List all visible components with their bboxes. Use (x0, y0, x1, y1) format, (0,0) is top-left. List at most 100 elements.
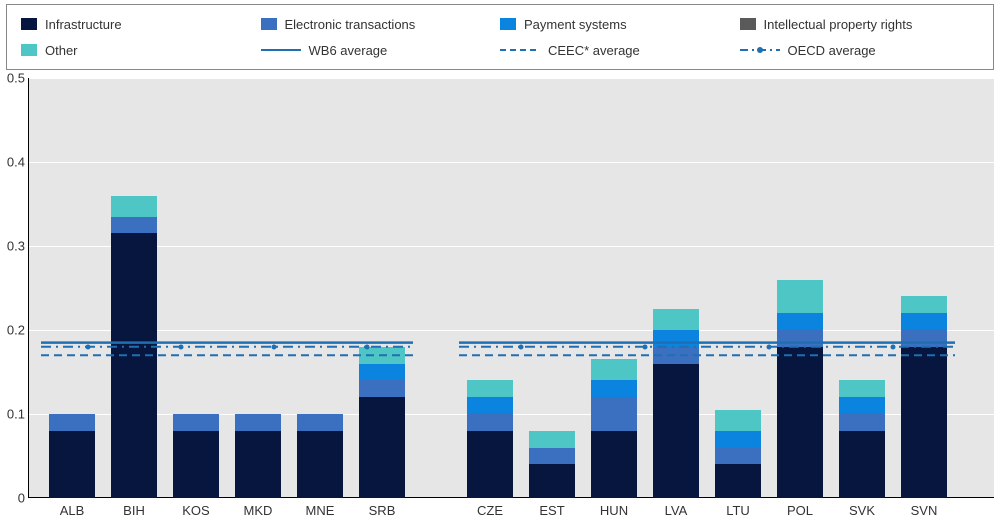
legend-item-infrastructure: Infrastructure (21, 17, 261, 32)
legend-label: Intellectual property rights (764, 17, 913, 32)
ceec_avg-line-sample (500, 44, 540, 56)
bar-segment-payment_systems (467, 397, 513, 414)
bar-segment-infrastructure (715, 464, 761, 498)
bar-segment-infrastructure (839, 431, 885, 498)
legend-label: Payment systems (524, 17, 627, 32)
bar-segment-electronic_transactions (591, 397, 637, 431)
oecd-avg-dot (519, 344, 524, 349)
legend-item-ceec_avg: CEEC* average (500, 43, 740, 58)
legend-item-electronic_transactions: Electronic transactions (261, 17, 501, 32)
payment_systems-swatch (500, 18, 516, 30)
bar-segment-electronic_transactions (173, 414, 219, 431)
bar-segment-infrastructure (653, 364, 699, 498)
gridline (29, 78, 994, 79)
bar-segment-electronic_transactions (715, 448, 761, 465)
x-tick-label: CZE (477, 503, 503, 518)
bar-segment-infrastructure (359, 397, 405, 498)
bar-segment-infrastructure (901, 347, 947, 498)
bar-segment-infrastructure (529, 464, 575, 498)
bar-segment-payment_systems (653, 330, 699, 347)
bar-segment-infrastructure (49, 431, 95, 498)
oecd-avg-dot (643, 344, 648, 349)
legend: Infrastructure Electronic transactions Pay… (6, 4, 994, 70)
bar-segment-electronic_transactions (839, 414, 885, 431)
bar-segment-electronic_transactions (359, 380, 405, 397)
bar-segment-infrastructure (777, 347, 823, 498)
x-tick-label: SVN (911, 503, 938, 518)
bar-segment-electronic_transactions (901, 330, 947, 347)
bar-segment-electronic_transactions (297, 414, 343, 431)
bar-segment-payment_systems (591, 380, 637, 397)
legend-label: Other (45, 43, 78, 58)
legend-item-payment_systems: Payment systems (500, 17, 740, 32)
oecd-avg-dot (767, 344, 772, 349)
y-tick-label: 0.5 (1, 71, 25, 86)
other-swatch (21, 44, 37, 56)
bar-segment-payment_systems (777, 313, 823, 330)
bar-segment-infrastructure (111, 233, 157, 498)
bar-segment-other (111, 196, 157, 217)
bar-segment-other (839, 380, 885, 397)
y-tick-label: 0.1 (1, 407, 25, 422)
oecd-avg-dot (85, 344, 90, 349)
bar-segment-other (467, 380, 513, 397)
bar-segment-infrastructure (297, 431, 343, 498)
bar-segment-other (653, 309, 699, 330)
bar-segment-other (715, 410, 761, 431)
oecd-avg-dot (891, 344, 896, 349)
bar-segment-payment_systems (359, 364, 405, 381)
bar-segment-electronic_transactions (49, 414, 95, 431)
electronic_transactions-swatch (261, 18, 277, 30)
legend-item-oecd_avg: OECD average (740, 43, 980, 58)
x-tick-label: KOS (182, 503, 209, 518)
legend-label: WB6 average (309, 43, 388, 58)
bar-segment-electronic_transactions (111, 217, 157, 234)
ipr-swatch (740, 18, 756, 30)
gridline (29, 330, 994, 331)
infrastructure-swatch (21, 18, 37, 30)
x-tick-label: ALB (60, 503, 85, 518)
bar-segment-electronic_transactions (235, 414, 281, 431)
bar-segment-other (777, 280, 823, 314)
bar-segment-other (359, 347, 405, 364)
x-tick-label: SVK (849, 503, 875, 518)
x-tick-label: EST (539, 503, 564, 518)
x-tick-label: SRB (369, 503, 396, 518)
x-tick-label: LTU (726, 503, 750, 518)
chart-container: Infrastructure Electronic transactions Pay… (0, 0, 1000, 524)
legend-item-wb6_avg: WB6 average (261, 43, 501, 58)
legend-row-1: Infrastructure Electronic transactions Pay… (21, 11, 979, 37)
bar-segment-infrastructure (467, 431, 513, 498)
bar-segment-infrastructure (591, 431, 637, 498)
legend-item-other: Other (21, 43, 261, 58)
gridline (29, 246, 994, 247)
bar-segment-electronic_transactions (653, 347, 699, 364)
oecd-avg-dot (271, 344, 276, 349)
y-tick-label: 0.3 (1, 239, 25, 254)
bar-segment-other (529, 431, 575, 448)
bar-segment-electronic_transactions (777, 330, 823, 347)
bar-segment-electronic_transactions (467, 414, 513, 431)
bar-segment-payment_systems (839, 397, 885, 414)
x-tick-label: MKD (244, 503, 273, 518)
y-tick-label: 0.2 (1, 323, 25, 338)
wb6_avg-line-sample (261, 44, 301, 56)
bar-segment-other (591, 359, 637, 380)
y-tick-label: 0 (1, 491, 25, 506)
bar-segment-infrastructure (173, 431, 219, 498)
bar-segment-other (901, 296, 947, 313)
x-tick-label: BIH (123, 503, 145, 518)
x-tick-label: LVA (665, 503, 688, 518)
x-tick-label: POL (787, 503, 813, 518)
plot-area: 00.10.20.30.40.5ALBBIHKOSMKDMNESRBCZEEST… (28, 78, 994, 498)
legend-label: CEEC* average (548, 43, 640, 58)
legend-label: OECD average (788, 43, 876, 58)
legend-row-2: Other WB6 average CEEC* average OECD averag… (21, 37, 979, 63)
legend-label: Electronic transactions (285, 17, 416, 32)
x-tick-label: HUN (600, 503, 628, 518)
oecd_avg-line-sample (740, 44, 780, 56)
legend-item-ipr: Intellectual property rights (740, 17, 980, 32)
legend-label: Infrastructure (45, 17, 122, 32)
bar-segment-payment_systems (715, 431, 761, 448)
y-tick-label: 0.4 (1, 155, 25, 170)
